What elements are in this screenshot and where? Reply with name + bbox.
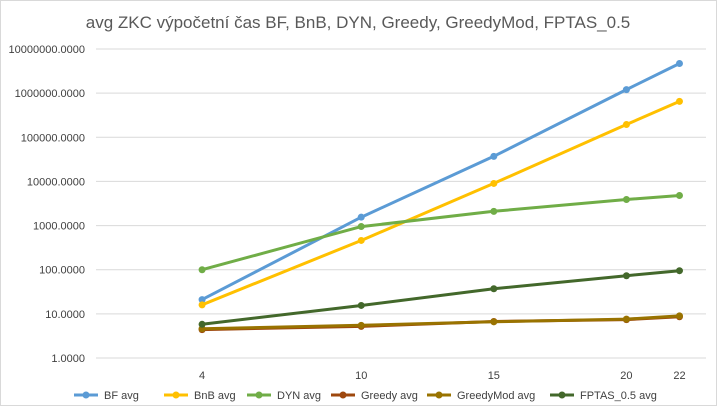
y-tick-label: 10000000.0000 (9, 44, 85, 56)
data-point (357, 213, 365, 221)
series-bf-avg (198, 59, 683, 304)
legend-label: GreedyMod avg (457, 390, 535, 402)
data-point (357, 321, 365, 329)
chart-title: avg ZKC výpočetní čas BF, BnB, DYN, Gree… (86, 13, 631, 32)
y-axis-tick-labels: 1.0000 10.0000 100.0000 1000.0000 10000.0000… (9, 44, 85, 365)
data-point (622, 195, 630, 203)
legend-swatch-marker (339, 391, 347, 399)
legend: BF avg BnB avg DYN avg Greedy avg GreedyMod … (74, 390, 657, 402)
data-point (198, 320, 206, 328)
data-point (198, 296, 206, 304)
series-layer (198, 59, 683, 334)
data-point (198, 301, 206, 309)
y-tick-label: 10000.0000 (27, 176, 85, 188)
legend-label: BF avg (104, 390, 139, 402)
data-point (198, 266, 206, 274)
data-point (622, 120, 630, 128)
legend-swatch-marker (255, 391, 263, 399)
legend-entry: GreedyMod avg (427, 390, 535, 402)
legend-label: BnB avg (194, 390, 236, 402)
series-line (200, 269, 681, 326)
legend-swatch-marker (172, 391, 180, 399)
series-fptas-0-5-avg (198, 267, 683, 328)
legend-swatch-marker (435, 391, 443, 399)
legend-swatch-marker (558, 391, 566, 399)
data-point (675, 267, 683, 275)
data-point (490, 152, 498, 160)
legend-entry: DYN avg (247, 390, 321, 402)
series-dyn-avg (198, 191, 683, 274)
data-point (675, 312, 683, 320)
legend-entry: BnB avg (164, 390, 236, 402)
y-tick-label: 1000000.0000 (15, 88, 85, 100)
legend-label: Greedy avg (361, 390, 418, 402)
data-point (622, 315, 630, 323)
y-tick-label: 1000.0000 (33, 221, 85, 233)
legend-entry: Greedy avg (331, 390, 418, 402)
series-bnb-avg (198, 97, 683, 309)
data-point (357, 223, 365, 231)
series-line (200, 99, 681, 307)
data-point (675, 97, 683, 105)
data-point (675, 59, 683, 67)
legend-label: FPTAS_0.5 avg (580, 390, 657, 402)
legend-entry: FPTAS_0.5 avg (550, 390, 657, 402)
x-tick-label: 10 (355, 370, 367, 382)
data-point (490, 179, 498, 187)
y-tick-label: 100.0000 (39, 265, 85, 277)
data-point (490, 285, 498, 293)
grid-layer (96, 48, 706, 359)
y-tick-label: 1.0000 (51, 353, 85, 365)
legend-label: DYN avg (277, 390, 321, 402)
legend-entry: BF avg (74, 390, 139, 402)
data-point (622, 86, 630, 94)
data-point (357, 236, 365, 244)
x-tick-label: 4 (199, 370, 205, 382)
x-axis-tick-labels: 4 10 15 20 22 (199, 370, 686, 382)
y-tick-label: 10.0000 (45, 309, 85, 321)
x-tick-label: 22 (673, 370, 685, 382)
data-point (622, 272, 630, 280)
x-tick-label: 20 (620, 370, 632, 382)
legend-swatch-marker (82, 391, 90, 399)
y-tick-label: 100000.0000 (21, 132, 85, 144)
data-point (490, 318, 498, 326)
x-tick-label: 15 (488, 370, 500, 382)
data-point (490, 207, 498, 215)
data-point (675, 191, 683, 199)
data-point (357, 301, 365, 309)
series-line (200, 314, 681, 331)
